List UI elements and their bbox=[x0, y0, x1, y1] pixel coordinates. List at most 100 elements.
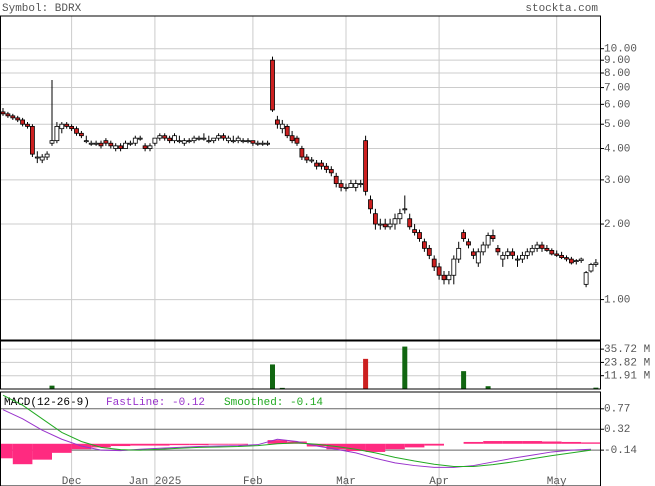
y-tick-label: 11.91 M bbox=[604, 371, 650, 383]
candle-body bbox=[348, 183, 354, 188]
candle-body bbox=[358, 183, 364, 185]
candle-body bbox=[289, 135, 295, 142]
candle-body bbox=[402, 208, 408, 211]
y-tick-label: 0.77 bbox=[604, 404, 630, 416]
y-tick-label: 4.00 bbox=[604, 143, 630, 155]
volume-bar bbox=[485, 386, 491, 389]
volume-bar bbox=[49, 385, 55, 389]
candle-body bbox=[206, 140, 212, 143]
candle-body bbox=[132, 137, 138, 144]
histogram-bar bbox=[189, 443, 209, 446]
candle-body bbox=[583, 272, 589, 285]
candle-body bbox=[588, 264, 594, 272]
histogram-bar bbox=[483, 441, 503, 444]
candle-body bbox=[426, 247, 432, 256]
candle-body bbox=[578, 258, 584, 262]
candle-body bbox=[343, 186, 349, 189]
candle-body bbox=[363, 140, 369, 192]
histogram-bar bbox=[542, 441, 562, 444]
histogram-bar bbox=[385, 443, 405, 450]
candle-body bbox=[167, 137, 173, 142]
candle-body bbox=[593, 262, 599, 265]
y-tick-label: 35.72 M bbox=[604, 344, 650, 356]
candle-body bbox=[417, 232, 422, 239]
candle-body bbox=[113, 145, 119, 149]
candle-body bbox=[162, 135, 168, 139]
candle-body bbox=[485, 235, 491, 246]
legend-entry: FastLine: -0.12 bbox=[106, 397, 205, 409]
candle-body bbox=[569, 258, 574, 264]
candle-body bbox=[0, 111, 6, 115]
candle-body bbox=[157, 135, 163, 139]
candle-body bbox=[505, 251, 511, 256]
candle-body bbox=[172, 135, 177, 142]
candle-body bbox=[451, 258, 457, 276]
candle-body bbox=[5, 113, 11, 117]
candle-body bbox=[421, 241, 427, 249]
candle-body bbox=[108, 142, 114, 147]
legend-entry: Smoothed: -0.14 bbox=[224, 397, 323, 409]
x-tick-label: Apr bbox=[429, 476, 449, 486]
candle-body bbox=[368, 199, 373, 210]
candle-body bbox=[372, 213, 378, 225]
candle-body bbox=[314, 162, 320, 167]
candle-body bbox=[338, 183, 344, 188]
candle-body bbox=[240, 140, 246, 143]
histogram-bar bbox=[150, 443, 170, 446]
y-tick-label: 1.00 bbox=[604, 294, 630, 306]
candle-body bbox=[397, 213, 403, 220]
candle-body bbox=[299, 148, 305, 158]
candle-body bbox=[211, 137, 217, 142]
candle-body bbox=[524, 251, 530, 256]
candle-body bbox=[142, 145, 148, 149]
candle-body bbox=[270, 59, 275, 111]
macd-line bbox=[2, 409, 592, 468]
candle-body bbox=[431, 258, 437, 268]
histogram-bar bbox=[52, 443, 72, 453]
histogram-bar bbox=[502, 441, 523, 444]
candle-body bbox=[407, 218, 413, 228]
candle-body bbox=[534, 244, 540, 249]
candle-body bbox=[441, 274, 447, 281]
candle-body bbox=[544, 247, 550, 251]
candle-body bbox=[475, 251, 481, 264]
candle-body bbox=[549, 250, 555, 255]
chart-title: Symbol: BDRX bbox=[2, 3, 82, 15]
candle-body bbox=[88, 142, 94, 145]
y-tick-label: 6.00 bbox=[604, 99, 630, 111]
candle-body bbox=[250, 140, 256, 144]
candle-body bbox=[392, 218, 398, 225]
histogram-bar bbox=[208, 443, 229, 445]
candle-body bbox=[466, 241, 471, 246]
y-tick-label: 9.00 bbox=[604, 55, 630, 67]
source: stockta.com bbox=[525, 3, 598, 15]
volume-bar bbox=[402, 346, 408, 389]
candle-body bbox=[446, 274, 452, 281]
candle-body bbox=[274, 119, 280, 125]
panel-frame bbox=[0, 391, 601, 486]
candle-body bbox=[333, 175, 339, 184]
candle-body bbox=[456, 247, 462, 260]
histogram-bar bbox=[463, 441, 484, 444]
candle-body bbox=[20, 119, 26, 125]
candle-body bbox=[69, 126, 74, 130]
candle-body bbox=[54, 126, 60, 142]
candle-body bbox=[255, 142, 261, 145]
candle-body bbox=[201, 137, 207, 140]
candle-body bbox=[216, 135, 222, 139]
candle-body bbox=[127, 142, 133, 145]
candle-body bbox=[49, 140, 55, 144]
histogram-bar bbox=[0, 443, 13, 459]
candle-body bbox=[221, 135, 226, 139]
candle-body bbox=[470, 251, 476, 256]
candle-body bbox=[559, 254, 564, 258]
y-tick-label: 3.00 bbox=[604, 175, 630, 187]
histogram-bar bbox=[228, 443, 248, 445]
volume-bar bbox=[363, 358, 369, 389]
y-tick-label: 0.32 bbox=[604, 424, 630, 436]
candle-body bbox=[225, 137, 231, 142]
candle-body bbox=[191, 137, 197, 142]
candle-body bbox=[480, 244, 486, 253]
x-tick-label: Mar bbox=[336, 476, 356, 486]
